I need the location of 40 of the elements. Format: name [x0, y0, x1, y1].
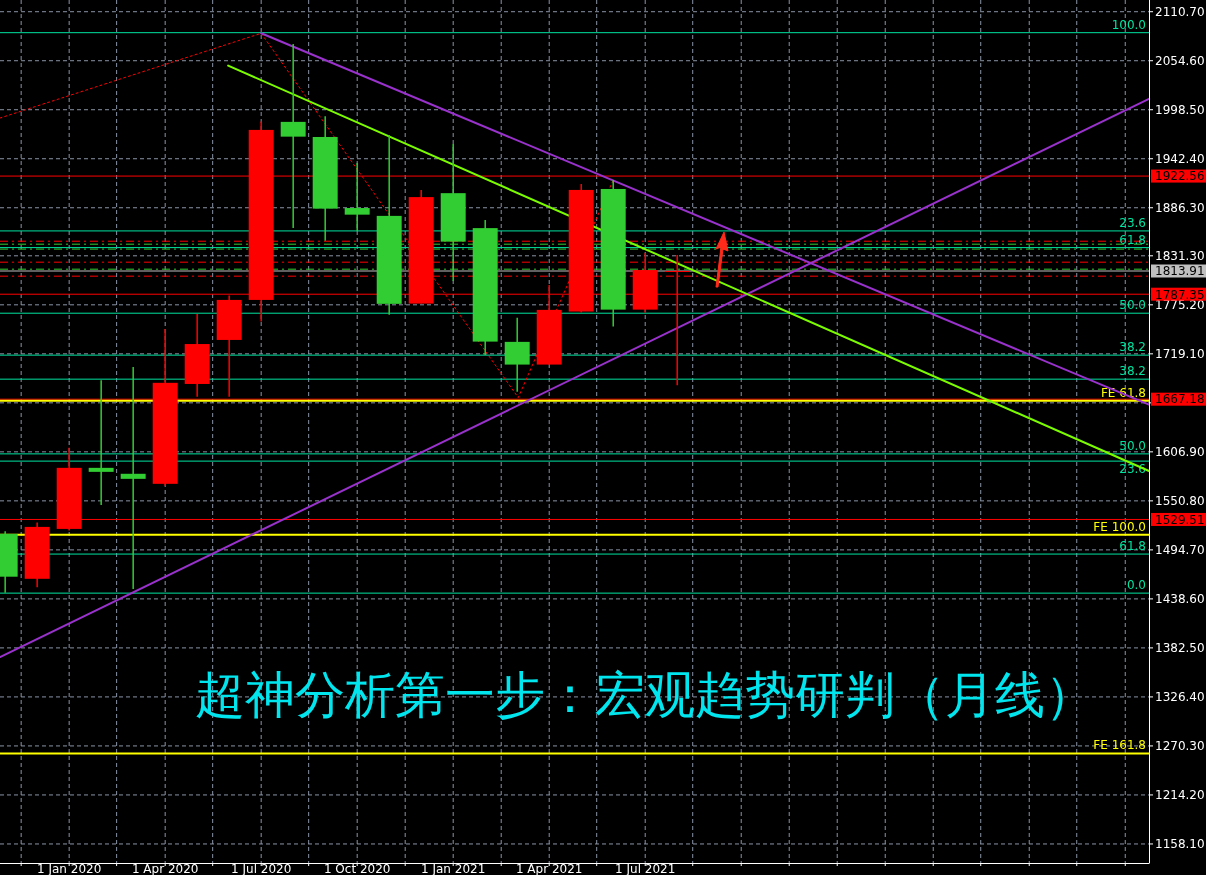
y-tick-label: 1886.30 — [1155, 201, 1205, 216]
y-tick-label: 1158.10 — [1155, 837, 1205, 852]
ref-line-label: 1529.51 — [1155, 512, 1205, 527]
annotation: 50.0 — [1119, 438, 1146, 453]
y-tick-label: 1719.10 — [1155, 347, 1205, 362]
x-tick-label: 1 Oct 2020 — [323, 862, 391, 875]
annotation: 100.0 — [1111, 17, 1146, 32]
y-tick-label: 1214.20 — [1155, 788, 1205, 803]
y-tick-label: 2110.70 — [1155, 5, 1205, 20]
x-tick-label: 1 Apr 2021 — [515, 862, 583, 875]
annotation: 超神分析第一步：宏观趋势研判（月线） — [195, 666, 1095, 724]
ref-line-label: 1813.91 — [1155, 264, 1205, 279]
annotation: 0.0 — [1126, 578, 1146, 593]
y-tick-label: 2054.60 — [1155, 54, 1205, 69]
y-tick-label: 1326.40 — [1155, 690, 1205, 705]
x-tick-label: 1 Jan 2021 — [421, 862, 486, 875]
annotation: 61.8 — [1119, 539, 1146, 554]
annotation: 23.6 — [1119, 215, 1146, 230]
y-tick-label: 1550.80 — [1155, 494, 1205, 509]
y-tick-label: 1494.70 — [1155, 543, 1205, 558]
annotation: FE 161.8 — [1093, 738, 1146, 753]
y-tick-label: 1606.90 — [1155, 445, 1205, 460]
x-tick-label: 1 Apr 2020 — [131, 862, 199, 875]
x-tick-label: 1 Jul 2021 — [615, 862, 676, 875]
y-tick-label: 1942.40 — [1155, 152, 1205, 167]
y-tick-label: 1831.30 — [1155, 249, 1205, 264]
annotation: 38.2 — [1119, 364, 1146, 379]
ref-line-label: 1667.18 — [1155, 392, 1205, 407]
y-tick-label: 1775.20 — [1155, 298, 1205, 313]
x-tick-label: 1 Jul 2020 — [231, 862, 292, 875]
y-tick-label: 1438.60 — [1155, 592, 1205, 607]
x-tick-label: 1 Jan 2020 — [37, 862, 102, 875]
y-tick-label: 1270.30 — [1155, 739, 1205, 754]
annotation: 61.8 — [1119, 232, 1146, 247]
ref-line-label: 1922.56 — [1155, 169, 1205, 184]
annotation: 50.0 — [1119, 298, 1146, 313]
y-tick-label: 1998.50 — [1155, 103, 1205, 118]
annotation: 38.2 — [1119, 340, 1146, 355]
annotation: FE 100.0 — [1093, 519, 1146, 534]
y-tick-label: 1382.50 — [1155, 641, 1205, 656]
